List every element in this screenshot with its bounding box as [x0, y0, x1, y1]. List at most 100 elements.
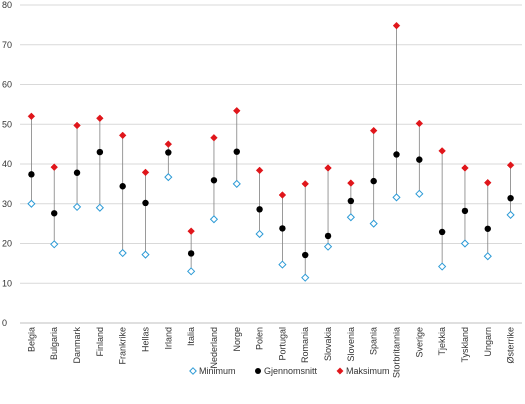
y-axis: 0 10 20 30 40 50 60 70 80 [2, 0, 12, 328]
marker-minimum [392, 193, 401, 202]
marker-maksimum [255, 166, 264, 175]
y-tick-label: 40 [2, 159, 12, 169]
marker-minimum [301, 273, 310, 282]
marker-minimum [164, 173, 173, 182]
marker-gjennomsnitt [393, 151, 400, 158]
marker-minimum [27, 199, 36, 208]
marker-maksimum [301, 180, 309, 188]
x-tick-label: Polen [255, 327, 265, 350]
x-tick-label: Slovenia [346, 327, 356, 362]
marker-gjennomsnitt [73, 169, 81, 176]
x-tick-label: Spania [369, 327, 379, 355]
marker-maksimum [96, 114, 104, 123]
x-tick-label: Danmark [72, 327, 82, 364]
marker-maksimum [438, 147, 446, 155]
x-tick-label: Belgia [26, 327, 36, 352]
marker-maksimum [392, 21, 401, 30]
range-lines [31, 25, 511, 278]
marker-gjennomsnitt [279, 225, 286, 232]
x-tick-label: Tyskland [460, 327, 470, 363]
marker-maksimum [164, 140, 173, 148]
marker-gjennomsnitt [210, 177, 218, 184]
marker-maksimum [50, 163, 58, 171]
x-tick-label: Finland [95, 327, 105, 357]
x-tick-label: Irland [163, 327, 173, 350]
x-tick-label: Portugal [277, 327, 287, 361]
marker-minimum [323, 242, 333, 251]
marker-maksimum [187, 227, 195, 235]
marker-gjennomsnitt [507, 194, 514, 202]
marker-gjennomsnitt [233, 148, 240, 155]
marker-minimum [415, 189, 424, 198]
x-tick-label: Ungarn [483, 327, 493, 357]
data-markers [27, 21, 515, 282]
x-axis: Belgia Bulgaria Danmark Finland Frankrike Hel… [26, 327, 515, 379]
marker-maksimum [506, 161, 515, 169]
marker-minimum [255, 229, 264, 239]
y-tick-label: 70 [2, 40, 12, 50]
legend-swatch [336, 367, 344, 375]
y-tick-label: 50 [2, 119, 12, 129]
x-tick-label: Nederland [209, 327, 219, 369]
marker-minimum [209, 215, 219, 224]
marker-maksimum [141, 168, 150, 177]
x-tick-label: Bulgaria [49, 327, 59, 360]
marker-gjennomsnitt [28, 171, 35, 178]
marker-gjennomsnitt [302, 251, 309, 259]
marker-minimum [369, 219, 378, 228]
marker-minimum [232, 179, 241, 188]
marker-maksimum [233, 106, 241, 115]
x-tick-label: Norge [232, 327, 242, 352]
marker-gjennomsnitt [484, 225, 491, 232]
x-tick-label: Tjekkia [437, 327, 447, 356]
marker-gjennomsnitt [165, 149, 172, 156]
y-tick-label: 0 [2, 318, 7, 328]
legend-label: Minimum [199, 366, 236, 376]
y-tick-label: 60 [2, 80, 12, 90]
marker-gjennomsnitt [347, 197, 355, 205]
marker-gjennomsnitt [142, 199, 149, 207]
marker-maksimum [324, 164, 332, 172]
marker-minimum [141, 250, 150, 259]
marker-gjennomsnitt [187, 250, 195, 257]
x-tick-label: Storbritannia [392, 327, 402, 378]
x-tick-label: Østerrike [506, 327, 516, 364]
marker-minimum [483, 252, 492, 261]
x-tick-label: Slovakia [323, 327, 333, 361]
marker-minimum [460, 239, 470, 248]
marker-gjennomsnitt [324, 232, 332, 240]
legend: Minimum Gjennomsnitt Maksimum [189, 366, 390, 376]
marker-maksimum [484, 178, 492, 187]
x-tick-label: Romania [300, 327, 310, 363]
marker-maksimum [118, 131, 127, 140]
marker-maksimum [369, 126, 378, 135]
marker-gjennomsnitt [96, 148, 104, 156]
marker-maksimum [461, 164, 469, 172]
marker-maksimum [73, 121, 81, 130]
y-tick-label: 10 [2, 278, 12, 288]
marker-minimum [438, 262, 447, 271]
x-tick-label: Frankrike [118, 327, 128, 365]
x-tick-label: Sverige [414, 327, 424, 358]
marker-gjennomsnitt [51, 210, 58, 217]
marker-maksimum [415, 119, 424, 128]
marker-maksimum [347, 179, 355, 187]
legend-swatch [255, 368, 261, 374]
y-tick-label: 20 [2, 239, 12, 249]
marker-minimum [506, 210, 515, 219]
gridlines [20, 4, 522, 324]
marker-gjennomsnitt [438, 228, 446, 236]
marker-maksimum [27, 112, 36, 121]
marker-minimum [187, 267, 196, 276]
marker-gjennomsnitt [256, 206, 263, 213]
marker-minimum [346, 213, 355, 222]
marker-minimum [72, 202, 82, 212]
marker-minimum [50, 240, 59, 249]
marker-gjennomsnitt [370, 177, 377, 185]
y-tick-label: 30 [2, 199, 12, 209]
legend-swatch [189, 367, 197, 375]
legend-label: Gjennomsnitt [264, 366, 318, 376]
x-tick-label: Hellas [141, 327, 151, 353]
x-tick-label: Italia [186, 327, 196, 346]
